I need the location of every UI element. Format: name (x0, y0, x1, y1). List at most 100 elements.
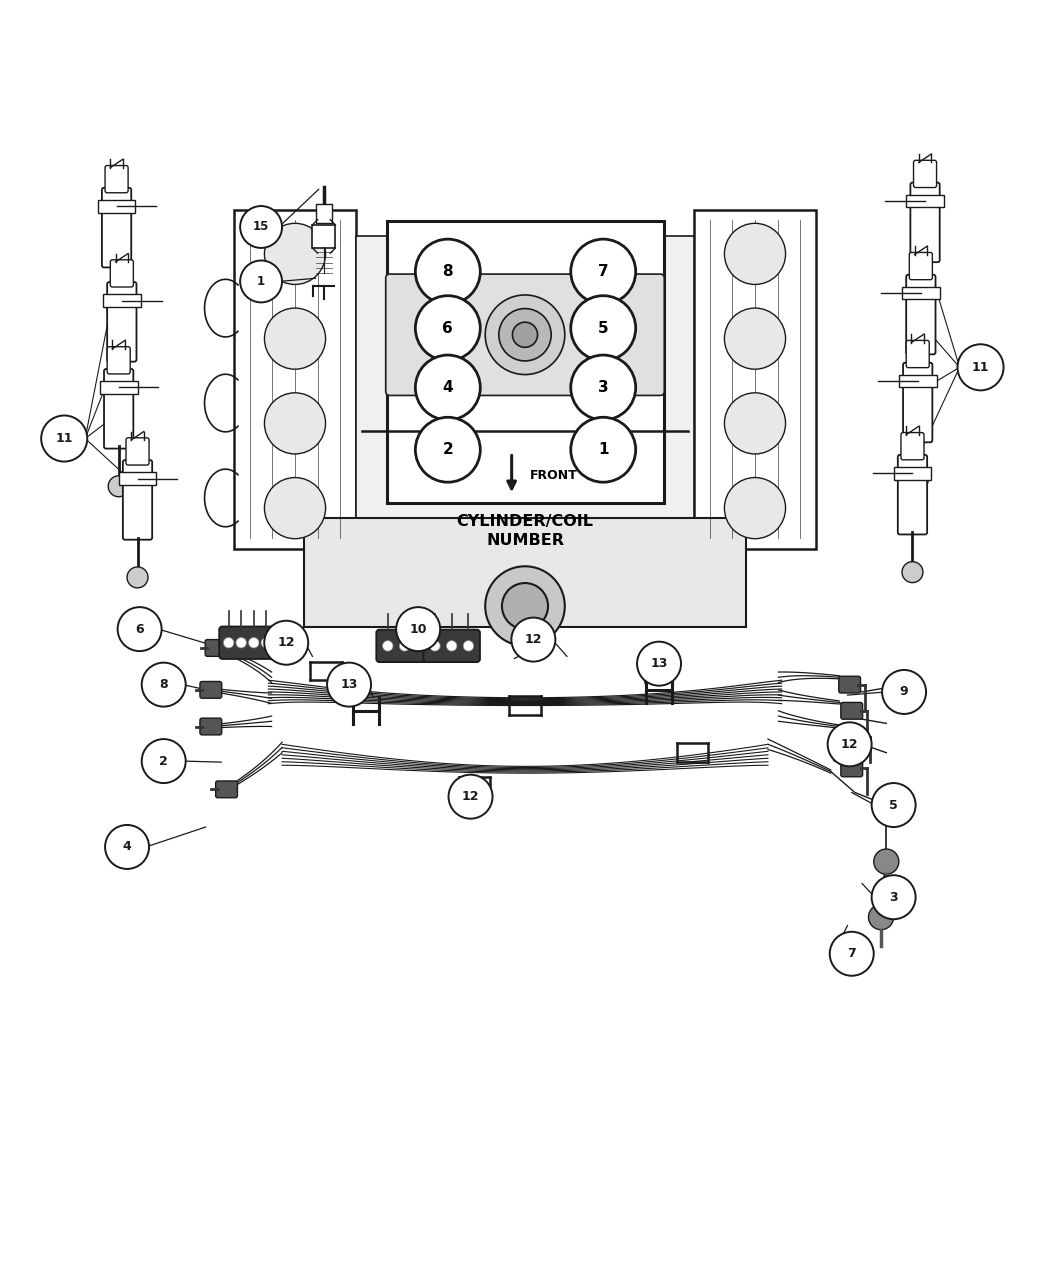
FancyBboxPatch shape (98, 200, 135, 213)
FancyBboxPatch shape (205, 640, 227, 657)
FancyBboxPatch shape (313, 224, 335, 247)
FancyBboxPatch shape (902, 287, 940, 300)
Circle shape (41, 416, 87, 462)
Circle shape (111, 389, 132, 409)
Text: 5: 5 (889, 798, 898, 812)
Circle shape (830, 932, 874, 975)
FancyBboxPatch shape (376, 630, 433, 662)
FancyBboxPatch shape (844, 728, 866, 746)
Text: 13: 13 (340, 678, 358, 691)
Circle shape (872, 783, 916, 827)
Circle shape (127, 567, 148, 588)
Circle shape (142, 740, 186, 783)
Circle shape (512, 323, 538, 347)
FancyBboxPatch shape (200, 718, 222, 734)
FancyBboxPatch shape (119, 472, 156, 484)
Circle shape (571, 417, 635, 482)
FancyBboxPatch shape (107, 282, 136, 362)
Circle shape (236, 638, 247, 648)
FancyBboxPatch shape (200, 681, 222, 699)
Circle shape (416, 417, 480, 482)
FancyBboxPatch shape (894, 467, 931, 479)
Circle shape (240, 260, 282, 302)
Circle shape (882, 669, 926, 714)
Text: 15: 15 (253, 221, 269, 233)
Circle shape (240, 207, 282, 247)
Circle shape (485, 295, 565, 375)
FancyBboxPatch shape (356, 236, 694, 519)
Circle shape (511, 617, 555, 662)
Circle shape (446, 640, 457, 652)
FancyBboxPatch shape (103, 295, 141, 307)
FancyBboxPatch shape (110, 260, 133, 287)
Text: 11: 11 (972, 361, 989, 374)
Text: 3: 3 (889, 891, 898, 904)
Circle shape (416, 240, 480, 303)
Circle shape (872, 875, 916, 919)
Text: 2: 2 (160, 755, 168, 768)
Circle shape (399, 640, 410, 652)
Circle shape (142, 663, 186, 706)
Text: 1: 1 (257, 275, 266, 288)
FancyBboxPatch shape (906, 195, 944, 208)
Circle shape (265, 621, 309, 664)
FancyBboxPatch shape (126, 437, 149, 465)
Text: 12: 12 (841, 738, 859, 751)
Circle shape (224, 638, 234, 648)
Circle shape (724, 223, 785, 284)
FancyBboxPatch shape (899, 375, 937, 388)
FancyBboxPatch shape (105, 166, 128, 193)
Circle shape (328, 663, 371, 706)
Text: 5: 5 (597, 320, 609, 335)
FancyBboxPatch shape (910, 182, 940, 263)
Circle shape (416, 296, 480, 361)
FancyBboxPatch shape (909, 252, 932, 279)
Text: CYLINDER/COIL
NUMBER: CYLINDER/COIL NUMBER (457, 514, 593, 547)
FancyBboxPatch shape (386, 221, 665, 504)
Text: 7: 7 (847, 947, 856, 960)
Text: 11: 11 (56, 432, 72, 445)
FancyBboxPatch shape (219, 626, 276, 659)
Circle shape (105, 825, 149, 870)
Circle shape (382, 640, 393, 652)
FancyBboxPatch shape (107, 347, 130, 374)
Text: 2: 2 (442, 442, 454, 458)
Circle shape (463, 640, 474, 652)
Circle shape (429, 640, 440, 652)
Text: 6: 6 (442, 320, 454, 335)
FancyBboxPatch shape (234, 210, 356, 548)
FancyBboxPatch shape (215, 782, 237, 798)
Circle shape (265, 393, 326, 454)
Text: FRONT: FRONT (529, 469, 578, 482)
Text: 8: 8 (160, 678, 168, 691)
Circle shape (448, 775, 492, 819)
Text: 9: 9 (900, 686, 908, 699)
Circle shape (416, 640, 426, 652)
FancyBboxPatch shape (841, 760, 863, 776)
Circle shape (902, 562, 923, 583)
Text: 12: 12 (277, 636, 295, 649)
Text: 6: 6 (135, 622, 144, 636)
Circle shape (724, 309, 785, 370)
FancyBboxPatch shape (906, 340, 929, 367)
Circle shape (907, 469, 928, 491)
Circle shape (571, 354, 635, 419)
Circle shape (249, 638, 259, 648)
Circle shape (485, 566, 565, 646)
Text: 12: 12 (525, 634, 542, 646)
Circle shape (874, 849, 899, 875)
FancyBboxPatch shape (104, 368, 133, 449)
FancyBboxPatch shape (385, 274, 665, 395)
Text: 4: 4 (442, 380, 454, 395)
Text: 10: 10 (410, 622, 427, 636)
Circle shape (724, 478, 785, 539)
Circle shape (915, 289, 936, 310)
FancyBboxPatch shape (694, 210, 816, 548)
Circle shape (571, 296, 635, 361)
FancyBboxPatch shape (903, 362, 932, 442)
Circle shape (827, 723, 872, 766)
Circle shape (571, 240, 635, 303)
FancyBboxPatch shape (123, 460, 152, 539)
FancyBboxPatch shape (914, 161, 937, 187)
Circle shape (958, 344, 1004, 390)
